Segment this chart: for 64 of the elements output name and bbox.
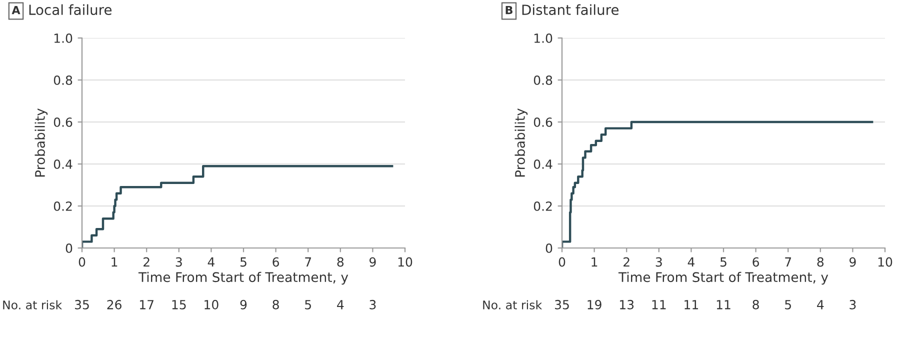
x-tick-label: 2 [144, 257, 150, 267]
chart-title: Local failure [29, 4, 112, 16]
x-tick-label: 0 [78, 257, 86, 267]
x-tick-label: 8 [817, 257, 824, 267]
x-tick-label: 3 [656, 257, 662, 267]
x-tick-label: 6 [272, 257, 279, 267]
text: 8 [752, 300, 759, 310]
x-tick-label: 7 [785, 257, 792, 267]
x-tick-label: 9 [850, 257, 856, 267]
y-tick-label: 0.8 [534, 75, 552, 85]
text: B [506, 6, 512, 14]
x-axis-title: Time From Start of Treatment, y [618, 272, 828, 285]
x-tick-label: 6 [752, 257, 759, 267]
x-tick-label: 0 [558, 257, 566, 267]
text: 26 [107, 300, 122, 310]
y-tick-label: 0 [66, 243, 72, 253]
text: 35 [75, 300, 89, 310]
y-tick-label: 0.4 [534, 159, 552, 169]
x-tick-label: 8 [337, 257, 344, 267]
y-tick-label: 0.2 [54, 201, 72, 211]
y-axis-title: Probability [514, 108, 528, 177]
text: 3 [850, 300, 856, 310]
x-tick-label: 10 [398, 257, 412, 267]
text: 35 [555, 300, 569, 310]
text: 8 [272, 300, 279, 310]
text: 17 [140, 300, 154, 310]
y-tick-label: 0.6 [54, 117, 72, 127]
text: 11 [716, 300, 730, 310]
y-tick-label: 0.6 [534, 117, 552, 127]
x-tick-label: 9 [370, 257, 376, 267]
text: No. at risk [483, 300, 542, 310]
text: 5 [785, 300, 791, 310]
x-tick-label: 10 [878, 257, 892, 267]
chart-title: Distant failure [522, 4, 619, 16]
y-tick-label: 0.4 [54, 159, 72, 169]
y-tick-label: 1.0 [54, 33, 72, 43]
text: 11 [684, 300, 698, 310]
text: 9 [240, 300, 247, 310]
y-tick-label: 1.0 [534, 33, 552, 43]
x-tick-label: 5 [240, 257, 246, 267]
y-axis-title: Probability [34, 108, 48, 177]
text: 4 [817, 300, 824, 310]
x-tick-label: 7 [305, 257, 312, 267]
text: No. at risk [3, 300, 62, 310]
text: 13 [620, 300, 634, 310]
text: 11 [652, 300, 666, 310]
x-tick-label: 1 [112, 257, 118, 267]
text: 5 [305, 300, 311, 310]
text: 15 [172, 300, 186, 310]
x-tick-label: 2 [624, 257, 630, 267]
x-tick-label: 4 [208, 257, 214, 267]
x-tick-label: 1 [592, 257, 598, 267]
y-tick-label: 0.8 [54, 75, 72, 85]
y-tick-label: 0 [546, 243, 552, 253]
text: 19 [588, 300, 602, 310]
text: 10 [204, 300, 218, 310]
text: 3 [370, 300, 376, 310]
y-tick-label: 0.2 [534, 201, 552, 211]
x-tick-label: 5 [720, 257, 726, 267]
x-tick-label: 4 [688, 257, 694, 267]
text: 4 [337, 300, 344, 310]
text: A [12, 6, 20, 14]
x-tick-label: 3 [176, 257, 182, 267]
x-axis-title: Time From Start of Treatment, y [138, 272, 348, 285]
